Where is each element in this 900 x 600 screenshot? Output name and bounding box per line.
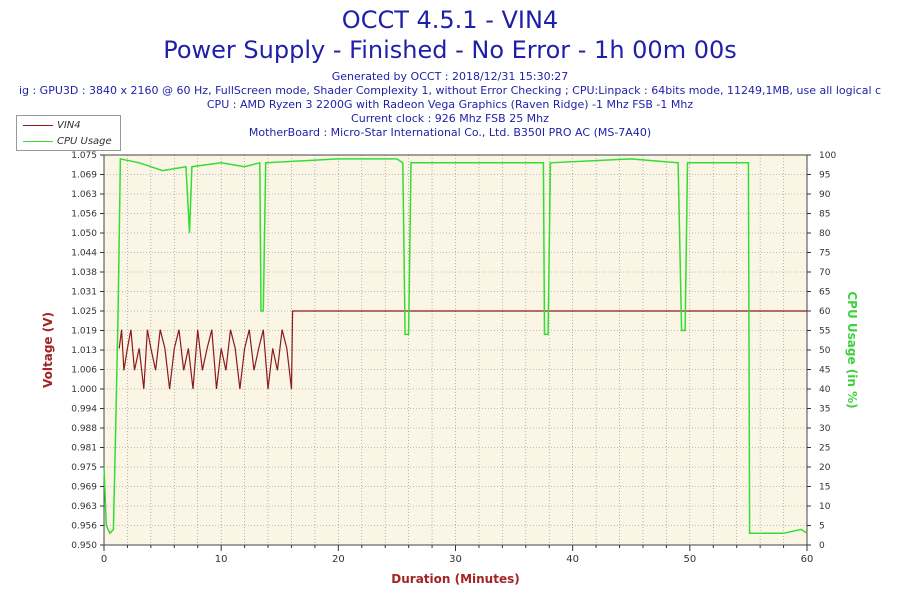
x-tick-label: 30: [449, 554, 462, 565]
y2-tick-label: 15: [819, 483, 830, 493]
y2-tick-label: 65: [819, 288, 830, 298]
x-tick-label: 50: [683, 554, 696, 565]
legend-label-cpu: CPU Usage: [57, 135, 112, 147]
chart-legend: VIN4 CPU Usage: [16, 115, 121, 151]
y-tick-label: 1.006: [71, 366, 97, 376]
legend-item-vin4: VIN4: [23, 118, 81, 132]
y-tick-label: 0.956: [71, 522, 97, 532]
x-tick-label: 0: [101, 554, 107, 565]
y2-tick-label: 25: [819, 444, 830, 454]
y2-axis-title: CPU Usage (in %): [845, 291, 859, 408]
y2-tick-label: 90: [819, 190, 831, 200]
y-tick-label: 1.013: [71, 346, 97, 356]
y2-tick-label: 70: [819, 268, 831, 278]
y-tick-label: 1.044: [71, 249, 97, 259]
x-tick-label: 40: [566, 554, 579, 565]
y-tick-label: 1.050: [71, 229, 97, 239]
y2-tick-label: 95: [819, 171, 830, 181]
y2-tick-label: 35: [819, 405, 830, 415]
y2-tick-label: 50: [819, 346, 831, 356]
y-tick-label: 1.000: [71, 385, 97, 395]
generated-info: Generated by OCCT : 2018/12/31 15:30:27: [331, 70, 569, 83]
plot-frame: [103, 154, 808, 546]
motherboard-info: MotherBoard : Micro-Star International C…: [248, 126, 652, 139]
y2-tick-label: 100: [819, 151, 836, 161]
y2-tick-label: 60: [819, 307, 831, 317]
config-info: ig : GPU3D : 3840 x 2160 @ 60 Hz, FullSc…: [18, 84, 882, 97]
y-tick-label: 0.988: [71, 424, 97, 434]
clock-info: Current clock : 926 Mhz FSB 25 Mhz: [351, 112, 549, 125]
series-line-vin4: [118, 310, 807, 390]
legend-swatch-vin4: [23, 124, 53, 126]
x-axis-title: Duration (Minutes): [391, 572, 519, 586]
legend-label-vin4: VIN4: [57, 119, 81, 131]
y-tick-label: 0.963: [71, 502, 97, 512]
y-tick-label: 0.950: [71, 541, 97, 551]
y-tick-label: 0.994: [71, 405, 97, 415]
y2-tick-label: 40: [819, 385, 831, 395]
y2-tick-label: 75: [819, 249, 830, 259]
y-tick-label: 0.969: [71, 483, 97, 493]
legend-item-cpu: CPU Usage: [23, 134, 112, 148]
y-tick-label: 0.975: [71, 463, 97, 473]
y-tick-label: 1.038: [71, 268, 97, 278]
y2-tick-label: 20: [819, 463, 831, 473]
y2-tick-label: 10: [819, 502, 831, 512]
y-tick-label: 1.056: [71, 210, 97, 220]
cpu-info: CPU : AMD Ryzen 3 2200G with Radeon Vega…: [206, 98, 694, 111]
y-tick-label: 1.075: [71, 151, 97, 161]
x-tick-label: 60: [801, 554, 814, 565]
y-tick-label: 0.981: [71, 444, 97, 454]
y2-tick-label: 85: [819, 210, 830, 220]
y2-tick-label: 5: [819, 522, 825, 532]
chart-subtitle: Power Supply - Finished - No Error - 1h …: [163, 36, 737, 64]
y-tick-label: 1.031: [71, 288, 97, 298]
y2-tick-label: 80: [819, 229, 831, 239]
y2-tick-label: 45: [819, 366, 830, 376]
series-line-cpu-usage: [103, 157, 808, 535]
chart-title: OCCT 4.5.1 - VIN4: [341, 6, 559, 34]
x-tick-label: 10: [215, 554, 228, 565]
y-tick-label: 1.019: [71, 327, 97, 337]
x-tick-label: 20: [332, 554, 345, 565]
y2-tick-label: 55: [819, 327, 830, 337]
y-axis-title: Voltage (V): [41, 312, 55, 388]
y2-tick-label: 30: [819, 424, 831, 434]
legend-swatch-cpu: [23, 140, 53, 142]
y-tick-label: 1.025: [71, 307, 97, 317]
y-tick-label: 1.069: [71, 171, 97, 181]
y-tick-label: 1.063: [71, 190, 97, 200]
y2-tick-label: 0: [819, 541, 825, 551]
